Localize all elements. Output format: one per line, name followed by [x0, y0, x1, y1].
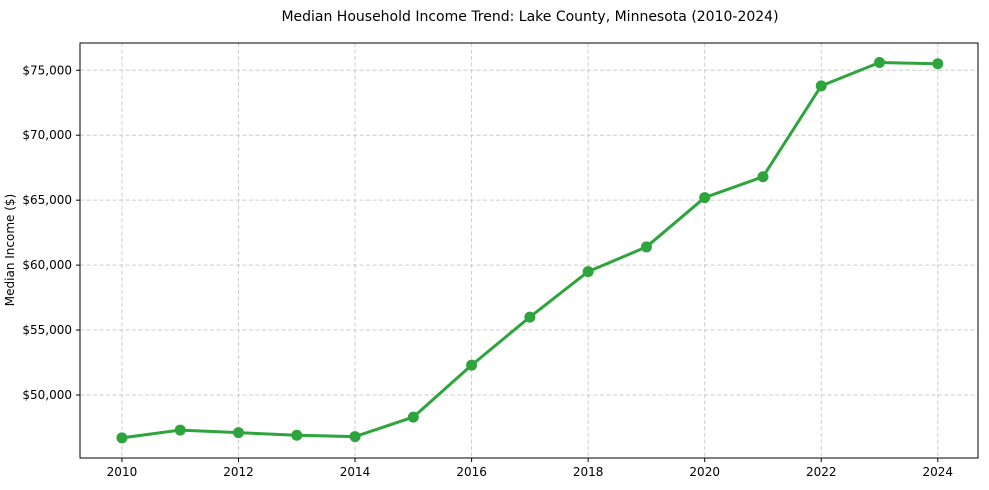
data-series — [116, 56, 944, 444]
y-tick-label: $65,000 — [22, 193, 72, 207]
data-point-2019 — [640, 241, 652, 253]
data-point-2011 — [174, 424, 186, 436]
data-point-2013 — [291, 429, 303, 441]
y-tick-label: $60,000 — [22, 258, 72, 272]
axes: $50,000 $55,000 $60,000 $65,000 $70,000 $75,0… — [22, 42, 979, 479]
data-point-2018 — [582, 266, 594, 278]
x-tick-label: 2014 — [340, 465, 371, 479]
x-tick-label: 2018 — [573, 465, 604, 479]
data-point-2010 — [116, 432, 128, 444]
data-point-2015 — [407, 411, 419, 423]
data-point-2016 — [466, 359, 478, 371]
data-point-2024 — [932, 58, 944, 70]
data-point-2012 — [233, 427, 245, 439]
x-tick-label: 2016 — [456, 465, 487, 479]
y-tick-label: $50,000 — [22, 388, 72, 402]
x-tick-label: 2010 — [107, 465, 138, 479]
x-tick-label: 2020 — [689, 465, 720, 479]
y-tick-label: $55,000 — [22, 323, 72, 337]
data-point-2022 — [815, 80, 827, 92]
chart-title: Median Household Income Trend: Lake Coun… — [281, 9, 778, 25]
y-tick-label: $75,000 — [22, 63, 72, 77]
x-tick-label: 2022 — [806, 465, 837, 479]
income-trend-line — [120, 60, 940, 440]
data-point-2021 — [757, 171, 769, 183]
y-tick-label: $70,000 — [22, 128, 72, 142]
gridlines — [80, 43, 978, 458]
data-point-2023 — [874, 56, 886, 68]
data-point-2014 — [349, 431, 361, 443]
y-axis-label: Median Income ($) — [3, 194, 17, 306]
plot-border — [79, 42, 979, 459]
x-tick-label: 2024 — [923, 465, 954, 479]
x-tick-label: 2012 — [223, 465, 254, 479]
data-point-2017 — [524, 311, 536, 323]
data-point-2020 — [699, 192, 711, 204]
